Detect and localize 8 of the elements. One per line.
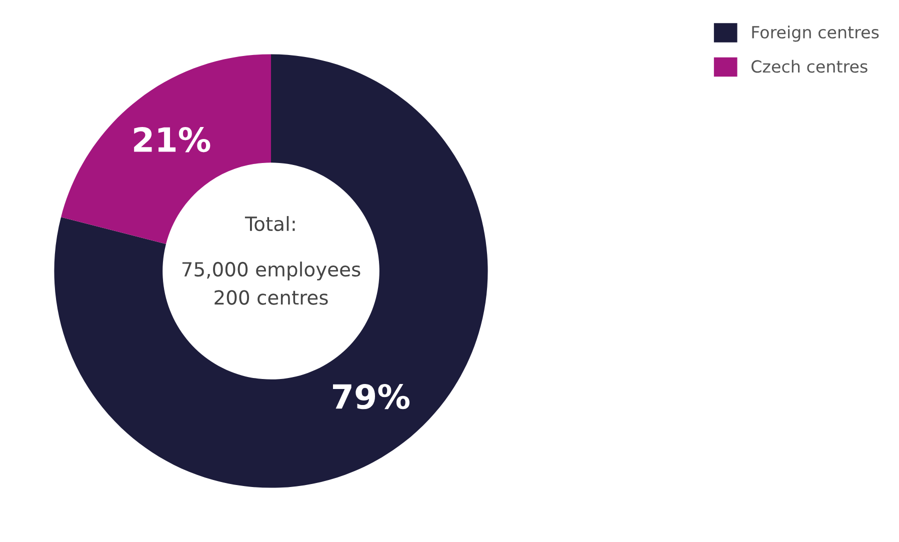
text: Total: bbox=[244, 216, 295, 232]
data-label: 79% bbox=[332, 384, 410, 410]
donut-slice bbox=[54, 54, 488, 488]
legend-label: Czech centres bbox=[752, 60, 868, 73]
text: 75,000 employees bbox=[182, 262, 360, 280]
legend-label: Foreign centres bbox=[752, 26, 879, 42]
data-label: 21% bbox=[134, 126, 210, 152]
text: 200 centres bbox=[214, 290, 328, 305]
